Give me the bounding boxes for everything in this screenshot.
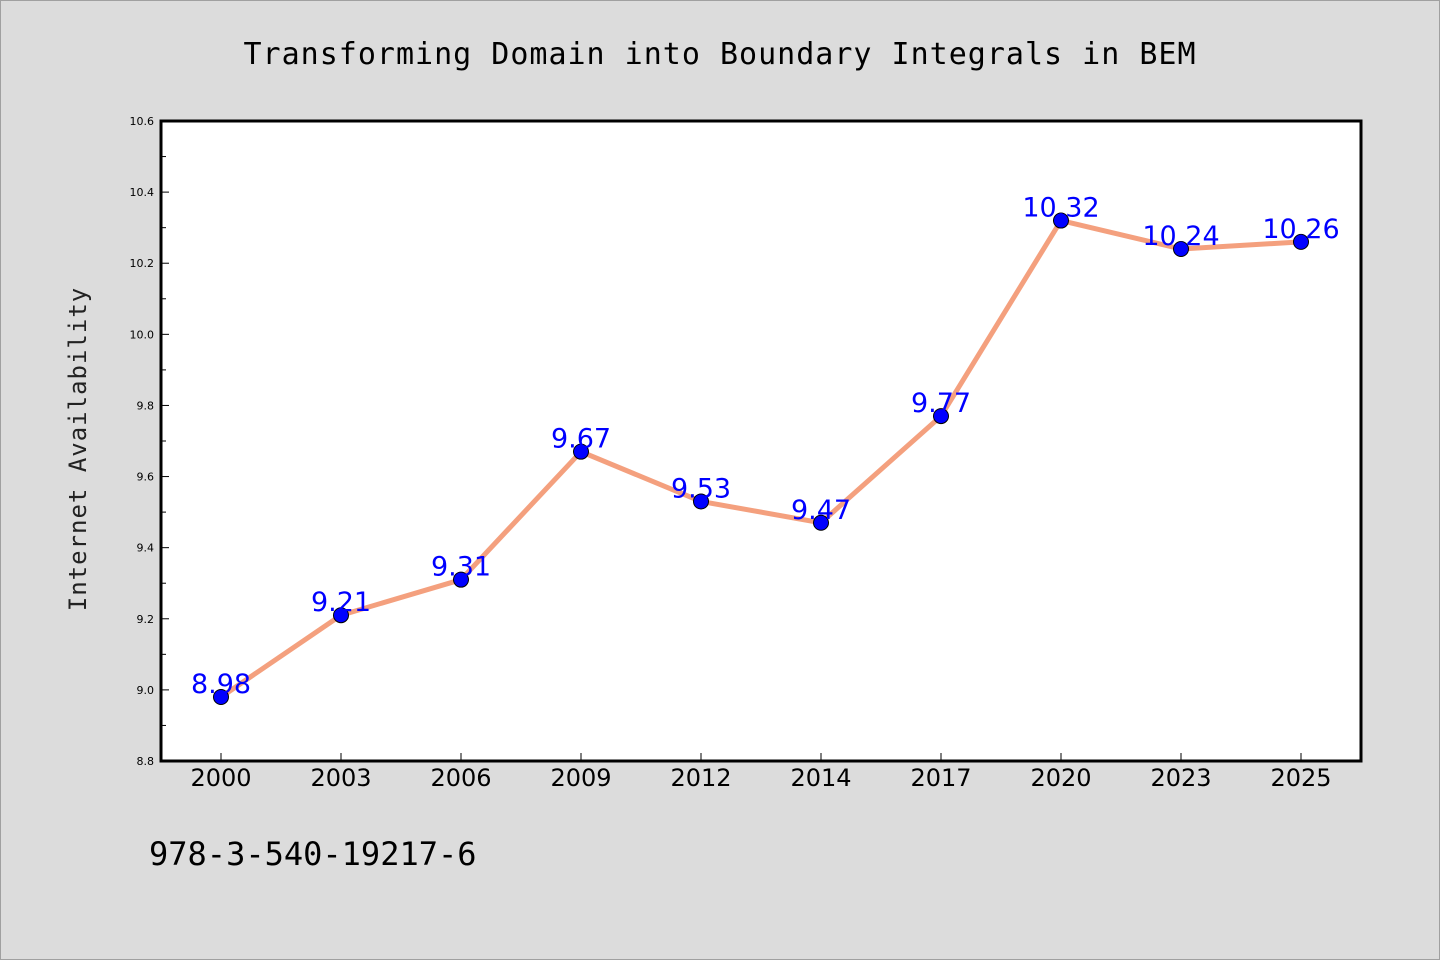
- data-point: [333, 607, 349, 624]
- y-tick-label: 9.0: [137, 684, 155, 697]
- series-line-segment: [698, 498, 824, 526]
- y-tick-label: 8.8: [137, 755, 155, 768]
- y-axis-label: Internet Availability: [64, 287, 92, 611]
- data-label: 10.24: [1142, 221, 1219, 252]
- data-point: [573, 443, 589, 460]
- data-label: 9.77: [911, 388, 971, 419]
- series-line-segment: [938, 218, 1064, 419]
- data-point: [693, 493, 709, 510]
- plot-area: [161, 121, 1361, 761]
- data-point: [453, 571, 469, 588]
- series-line-segment: [818, 413, 944, 526]
- series-line-segment: [1058, 218, 1184, 252]
- isbn-annotation: 978-3-540-19217-6: [149, 835, 477, 873]
- chart-title: Transforming Domain into Boundary Integr…: [243, 37, 1196, 72]
- data-label: 9.67: [551, 424, 611, 455]
- x-tick-label: 2020: [1030, 764, 1091, 792]
- series-line-segment: [578, 449, 704, 504]
- x-axis: 2000 2003 2006 2009 2012 2014 2017 2020 2023 2025: [190, 753, 1332, 792]
- data-label: 9.21: [311, 587, 371, 618]
- y-tick-label: 10.4: [130, 186, 155, 199]
- y-tick-label: 9.6: [137, 471, 155, 484]
- data-point: [933, 408, 949, 425]
- y-tick-label: 10.2: [130, 257, 155, 270]
- x-tick-label: 2006: [430, 764, 491, 792]
- series-line-segment: [1178, 239, 1304, 252]
- y-tick-label: 9.2: [137, 613, 155, 626]
- x-tick-label: 2009: [550, 764, 611, 792]
- y-tick-label: 9.4: [137, 542, 155, 555]
- data-label: 10.32: [1022, 193, 1099, 224]
- data-label: 9.31: [431, 552, 491, 583]
- x-tick-label: 2003: [310, 764, 371, 792]
- data-label: 8.98: [191, 669, 251, 700]
- x-tick-label: 2025: [1270, 764, 1331, 792]
- series-line-segment: [338, 577, 464, 618]
- y-tick-label: 10.6: [130, 115, 155, 128]
- data-point: [813, 514, 829, 531]
- data-point: [1173, 241, 1189, 257]
- plot-frame: [159, 119, 1363, 763]
- data-label: 9.53: [671, 473, 731, 504]
- data-label: 10.26: [1262, 214, 1339, 245]
- series-line-group: [218, 218, 1304, 700]
- data-point: [213, 689, 229, 705]
- series-line-segment: [458, 449, 584, 583]
- series-marker-group: [213, 212, 1309, 705]
- x-tick-label: 2017: [910, 764, 971, 792]
- y-tick-label: 10.0: [130, 328, 155, 341]
- y-tick-label: 9.8: [137, 399, 155, 412]
- data-label: 9.47: [791, 495, 851, 526]
- y-axis: 8.8 9.0 9.2 9.4 9.6 9.8 10.0 10.2 10.4 10.6: [130, 115, 169, 768]
- x-tick-label: 2014: [790, 764, 851, 792]
- x-tick-label: 2023: [1150, 764, 1211, 792]
- data-point: [1293, 233, 1309, 250]
- series-line-segment: [218, 612, 344, 700]
- x-tick-label: 2012: [670, 764, 731, 792]
- data-label-group: 8.98 9.21 9.31 9.67 9.53 9.47 9.77 10.32 10.24 10…: [191, 193, 1340, 700]
- x-tick-label: 2000: [190, 764, 251, 792]
- data-point: [1053, 212, 1069, 229]
